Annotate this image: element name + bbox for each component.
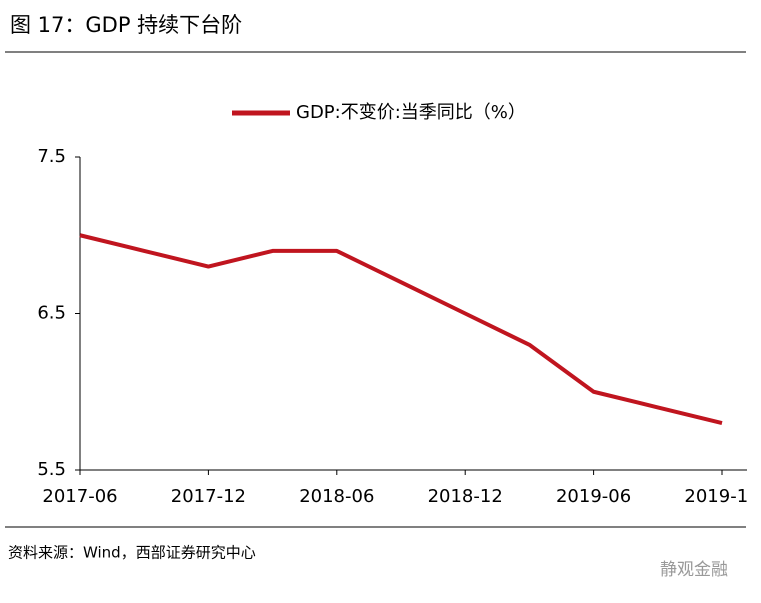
- legend-label: GDP:不变价:当季同比（%）: [296, 102, 526, 123]
- x-tick-label: 2017-12: [171, 486, 246, 507]
- x-tick-label: 2019-12: [684, 486, 759, 507]
- plot: 5.5 6.5 7.5 2017-06 2017-12 2018-06 2018-12 201…: [37, 102, 759, 507]
- y-tick-label: 6.5: [37, 303, 66, 324]
- x-tick-label: 2019-06: [556, 486, 631, 507]
- series-line: [79, 233, 723, 425]
- y-tick-label: 7.5: [37, 146, 66, 167]
- chart-title: 图 17：GDP 持续下台阶: [10, 13, 242, 37]
- x-tick-label: 2018-12: [428, 486, 503, 507]
- x-tick-label: 2017-06: [42, 486, 117, 507]
- source: 资料来源：Wind，西部证券研究中心: [8, 544, 256, 562]
- x-tick-label: 2018-06: [299, 486, 374, 507]
- watermark: 静观金融: [660, 560, 728, 580]
- y-tick-label: 5.5: [37, 459, 66, 480]
